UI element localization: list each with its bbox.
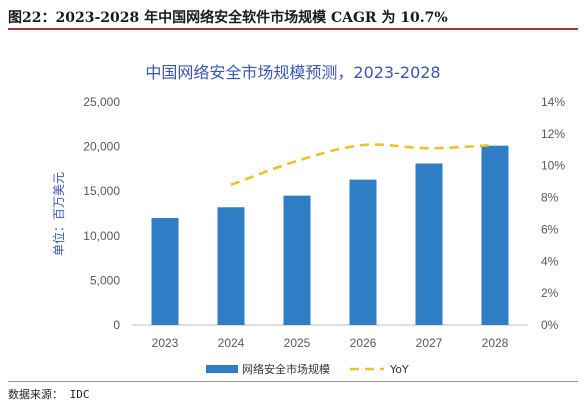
right-tick-label: 0% bbox=[541, 318, 559, 332]
x-tick-label: 2025 bbox=[284, 336, 311, 350]
right-tick-label: 2% bbox=[541, 286, 559, 300]
bar bbox=[481, 145, 509, 325]
right-tick-label: 8% bbox=[541, 191, 559, 205]
x-tick-label: 2028 bbox=[482, 336, 509, 350]
right-tick-label: 12% bbox=[541, 127, 565, 141]
bar bbox=[349, 179, 377, 325]
legend: 网络安全市场规模 YoY bbox=[206, 362, 409, 376]
bar bbox=[415, 163, 443, 325]
left-tick-label: 20,000 bbox=[83, 140, 120, 154]
right-tick-label: 4% bbox=[541, 254, 559, 268]
right-tick-label: 6% bbox=[541, 222, 559, 236]
right-tick-label: 10% bbox=[541, 159, 565, 173]
legend-bar-label: 网络安全市场规模 bbox=[242, 362, 330, 376]
bar bbox=[283, 195, 311, 325]
legend-line-label: YoY bbox=[389, 363, 409, 376]
bar bbox=[151, 217, 179, 325]
y-axis-label: 单位：百万美元 bbox=[51, 172, 66, 256]
bar bbox=[217, 207, 245, 325]
x-axis-ticks: 2023 2024 2025 2026 2027 2028 bbox=[152, 336, 509, 350]
chart-title: 中国网络安全市场规模预测，2023-2028 bbox=[145, 63, 440, 82]
right-axis-ticks: 0% 2% 4% 6% 8% 10% 12% 14% bbox=[541, 95, 565, 332]
left-tick-label: 0 bbox=[113, 318, 120, 332]
bar-series bbox=[151, 145, 509, 325]
x-tick-label: 2024 bbox=[218, 336, 245, 350]
yoy-line bbox=[230, 143, 496, 187]
left-axis-ticks: 0 5,000 10,000 15,000 20,000 25,000 bbox=[83, 95, 120, 332]
left-tick-label: 15,000 bbox=[83, 184, 120, 198]
title-rule bbox=[8, 28, 578, 30]
source-note: 数据来源： IDC bbox=[8, 388, 90, 401]
figure-title: 图22：2023-2028 年中国网络安全软件市场规模 CAGR 为 10.7% bbox=[8, 10, 448, 26]
left-tick-label: 25,000 bbox=[83, 95, 120, 109]
x-tick-label: 2026 bbox=[350, 336, 377, 350]
x-tick-label: 2023 bbox=[152, 336, 179, 350]
left-tick-label: 10,000 bbox=[83, 229, 120, 243]
legend-bar-swatch bbox=[206, 365, 238, 373]
x-tick-label: 2027 bbox=[416, 336, 443, 350]
left-tick-label: 5,000 bbox=[90, 273, 120, 287]
source-rule bbox=[8, 381, 578, 382]
right-tick-label: 14% bbox=[541, 95, 565, 109]
